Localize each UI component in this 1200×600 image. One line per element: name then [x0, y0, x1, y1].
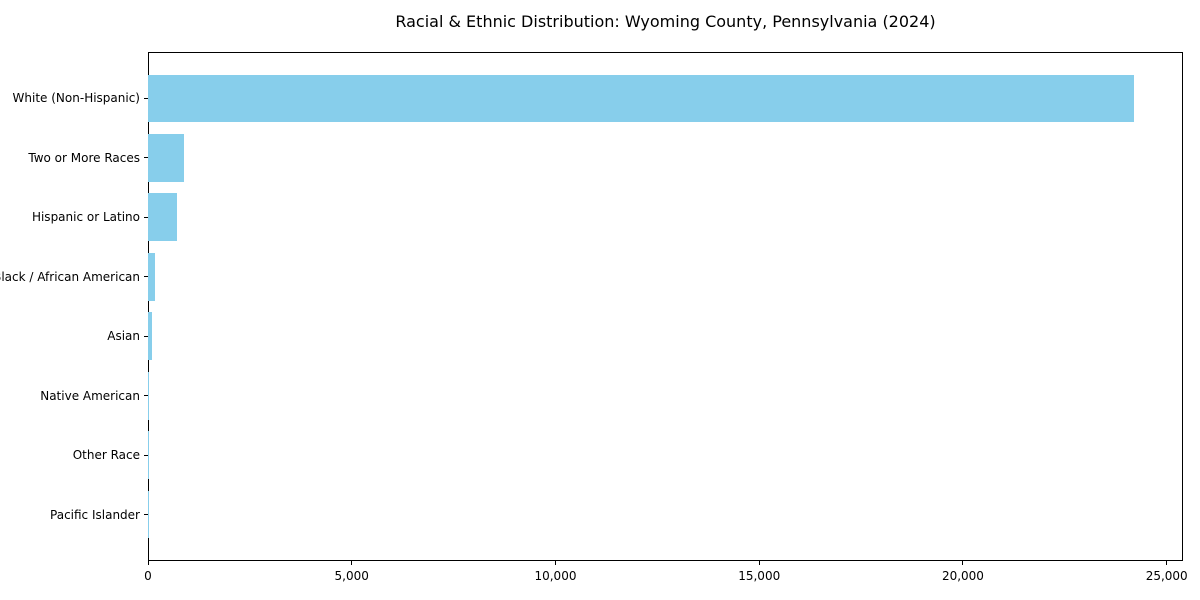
y-tick-other-race [144, 454, 148, 456]
y-tick-white-non-hispanic [144, 97, 148, 99]
bar-asian [148, 312, 152, 361]
x-tick-label-0: 0 [144, 569, 152, 583]
y-tick-label-asian: Asian [107, 329, 140, 344]
y-tick-two-or-more-races [144, 157, 148, 159]
y-tick-label-hispanic-or-latino: Hispanic or Latino [31, 210, 140, 225]
x-tick-label-5000: 5,000 [334, 569, 369, 583]
y-tick-pacific-islander [144, 514, 148, 516]
y-tick-label-black-african-american: Black / African American [0, 269, 140, 284]
x-tick-label-15000: 15,000 [738, 569, 781, 583]
y-tick-black-african-american [144, 276, 148, 278]
x-tick-0 [147, 561, 149, 565]
bar-white-non-hispanic [148, 74, 1135, 123]
plot-area: White (Non-Hispanic) Two or More Races His… [0, 52, 1188, 583]
y-tick-asian [144, 335, 148, 337]
y-tick-label-white-non-hispanic: White (Non-Hispanic) [12, 91, 140, 106]
x-tick-5000 [351, 561, 353, 565]
x-tick-label-20000: 20,000 [941, 569, 984, 583]
y-tick-label-two-or-more-races: Two or More Races [28, 150, 140, 165]
x-tick-label-25000: 25,000 [1145, 569, 1188, 583]
bar-black-african-american [148, 252, 156, 301]
bar-two-or-more-races [148, 133, 185, 182]
x-tick-label-10000: 10,000 [534, 569, 577, 583]
x-tick-20000 [962, 561, 964, 565]
y-tick-label-pacific-islander: Pacific Islander [50, 507, 140, 522]
x-tick-15000 [758, 561, 760, 565]
bar-hispanic-or-latino [148, 193, 177, 242]
y-tick-native-american [144, 395, 148, 397]
y-tick-label-other-race: Other Race [72, 448, 140, 463]
y-tick-hispanic-or-latino [144, 216, 148, 218]
x-tick-10000 [554, 561, 556, 565]
x-tick-25000 [1166, 561, 1168, 565]
chart-title: Racial & Ethnic Distribution: Wyoming Co… [395, 12, 936, 31]
y-tick-label-native-american: Native American [40, 388, 140, 403]
axes-spines [148, 52, 1183, 561]
